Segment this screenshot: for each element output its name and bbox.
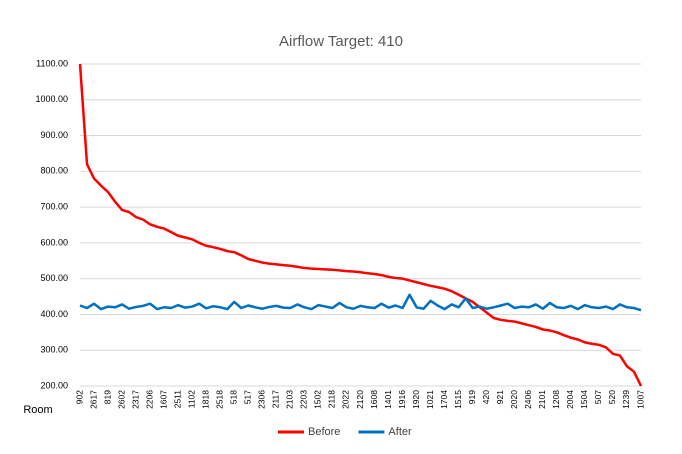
- x-tick-label: 2117: [271, 390, 281, 409]
- y-tick-label: 400.00: [40, 309, 68, 319]
- x-tick-label: 1608: [369, 390, 379, 409]
- legend-label: Before: [308, 426, 340, 438]
- x-tick-label: 2118: [327, 390, 337, 409]
- x-tick-label: 2406: [523, 390, 533, 409]
- x-tick-label: 1239: [621, 390, 631, 409]
- x-axis-title: Room: [23, 404, 52, 416]
- x-tick-label: 2317: [130, 390, 140, 409]
- y-tick-label: 700.00: [40, 201, 68, 211]
- x-tick-label: 1007: [635, 390, 645, 409]
- x-tick-label: 520: [607, 390, 617, 404]
- x-tick-label: 507: [593, 390, 603, 404]
- legend-label: After: [388, 426, 412, 438]
- x-tick-label: 2511: [172, 390, 182, 409]
- y-tick-label: 300.00: [40, 345, 68, 355]
- x-tick-label: 518: [229, 390, 239, 404]
- x-tick-label: 2004: [565, 390, 575, 409]
- x-tick-label: 2203: [299, 390, 309, 409]
- x-tick-label: 2120: [355, 390, 365, 409]
- y-tick-label: 1100.00: [36, 58, 68, 68]
- y-tick-label: 200.00: [40, 380, 68, 390]
- x-tick-label: 1607: [158, 390, 168, 409]
- x-tick-label: 2602: [116, 390, 126, 409]
- x-tick-label: 819: [102, 390, 112, 404]
- x-tick-label: 2020: [509, 390, 519, 409]
- x-tick-label: 1916: [397, 390, 407, 409]
- x-tick-label: 2022: [341, 390, 351, 409]
- x-tick-label: 2103: [285, 390, 295, 409]
- y-tick-label: 800.00: [40, 166, 68, 176]
- x-tick-label: 1021: [425, 390, 435, 409]
- x-tick-label: 902: [74, 390, 84, 404]
- x-tick-label: 2306: [257, 390, 267, 409]
- chart-title: Airflow Target: 410: [279, 33, 403, 50]
- y-tick-label: 900.00: [40, 130, 68, 140]
- x-tick-label: 517: [243, 390, 253, 404]
- y-tick-label: 500.00: [40, 273, 68, 283]
- x-tick-label: 1208: [551, 390, 561, 409]
- x-tick-label: 1704: [439, 390, 449, 409]
- data-line: [78, 63, 643, 387]
- x-tick-label: 921: [495, 390, 505, 404]
- x-tick-label: 2617: [88, 390, 98, 409]
- y-tick-label: 600.00: [40, 237, 68, 247]
- x-tick-label: 2101: [537, 390, 547, 409]
- x-tick-label: 2206: [144, 390, 154, 409]
- x-tick-label: 1502: [313, 390, 323, 409]
- y-tick-label: 1000.00: [35, 94, 68, 104]
- x-tick-label: 1818: [200, 390, 210, 409]
- x-tick-label: 1504: [579, 390, 589, 409]
- data-line: [79, 293, 642, 312]
- x-tick-label: 420: [481, 390, 491, 404]
- x-tick-label: 2518: [215, 390, 225, 409]
- x-tick-label: 1920: [411, 390, 421, 409]
- x-tick-label: 1401: [383, 390, 393, 409]
- x-tick-label: 1515: [453, 390, 463, 409]
- x-tick-label: 1102: [186, 390, 196, 409]
- x-tick-label: 919: [467, 390, 477, 404]
